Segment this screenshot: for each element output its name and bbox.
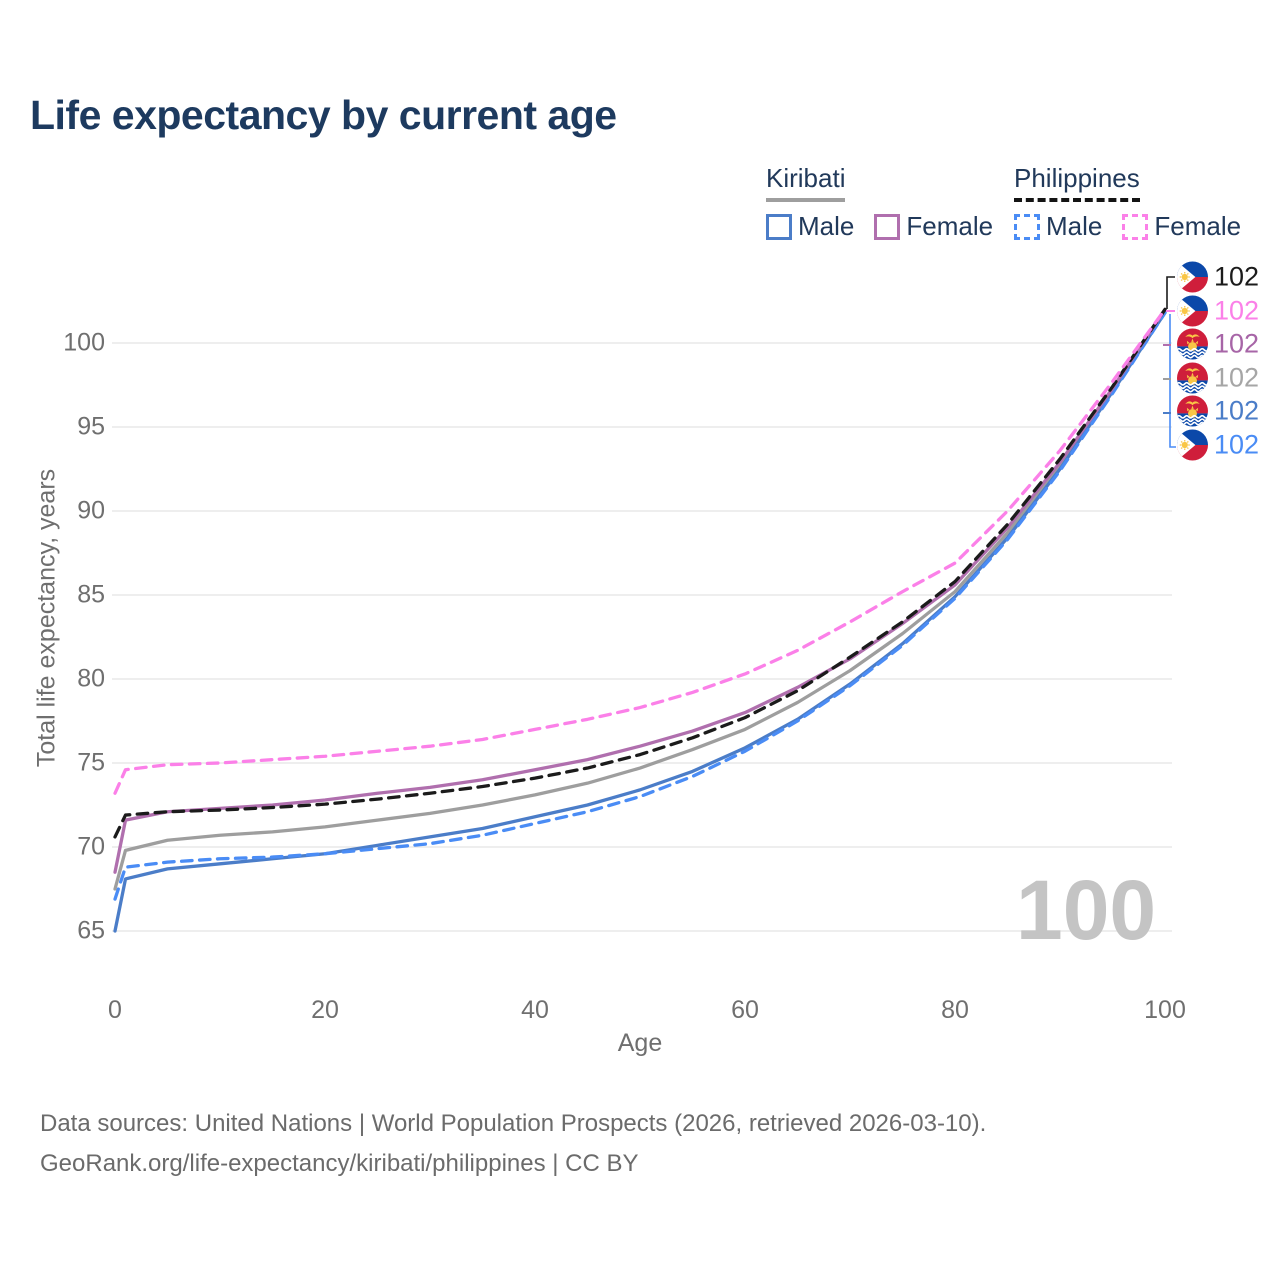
x-tick-label: 0 (108, 996, 122, 1024)
end-value: 102 (1214, 429, 1260, 460)
x-tick-label: 100 (1144, 996, 1186, 1024)
y-axis-title: Total life expectancy, years (32, 468, 61, 768)
y-tick-label: 90 (77, 496, 105, 525)
end-label-philippines-male: 102 (1177, 429, 1260, 461)
end-label-kiribati-female: 102 (1177, 328, 1260, 360)
y-tick-label: 75 (77, 748, 105, 777)
kiribati-female-swatch (874, 213, 901, 240)
end-label-kiribati-male: 102 (1177, 395, 1260, 427)
legend-item-kiribati-female[interactable]: Female (874, 211, 993, 242)
y-tick-label: 65 (77, 916, 105, 945)
series-line-kiribati-female[interactable] (113, 307, 1167, 874)
legend-item-label: Female (906, 211, 994, 241)
y-tick-label: 85 (77, 580, 105, 609)
kiribati-flag-icon (1177, 328, 1208, 360)
age-watermark: 100 (1016, 863, 1157, 957)
legend-group-philippines: Philippines Male Female (1014, 163, 1241, 242)
kiribati-flag-icon (1177, 362, 1208, 394)
end-value: 102 (1214, 395, 1260, 426)
label-leader-line (1169, 314, 1176, 448)
series-line-kiribati-male[interactable] (113, 311, 1167, 933)
philippines-male-swatch (1014, 213, 1040, 240)
legend-item-label: Male (1046, 211, 1103, 241)
data-sources-text: Data sources: United Nations | World Pop… (40, 1110, 987, 1137)
series-line-philippines-total[interactable] (113, 307, 1167, 839)
y-tick-label: 100 (63, 328, 105, 357)
series-line-philippines-female[interactable] (113, 307, 1167, 795)
x-axis-title: Age (617, 1029, 663, 1057)
kiribati-flag-icon (1177, 395, 1208, 427)
end-value: 102 (1214, 362, 1260, 393)
end-value: 102 (1214, 295, 1260, 326)
x-tick-label: 40 (521, 996, 549, 1024)
series-line-kiribati-total[interactable] (113, 309, 1167, 891)
y-tick-label: 95 (77, 412, 105, 441)
legend-item-kiribati-male[interactable]: Male (766, 211, 854, 242)
y-tick-label: 80 (77, 664, 105, 693)
kiribati-male-swatch (766, 213, 792, 240)
philippines-flag-icon (1177, 261, 1208, 293)
x-tick-label: 20 (311, 996, 339, 1024)
x-tick-label: 80 (941, 996, 969, 1024)
end-value: 102 (1214, 328, 1260, 359)
attribution-text: GeoRank.org/life-expectancy/kiribati/phi… (40, 1150, 639, 1177)
legend-item-label: Male (798, 211, 855, 241)
end-label-kiribati-total: 102 (1177, 362, 1260, 394)
end-label-philippines-female: 102 (1177, 295, 1260, 327)
series-line-philippines-male[interactable] (113, 311, 1167, 901)
legend-item-philippines-female[interactable]: Female (1122, 211, 1241, 242)
page-title: Life expectancy by current age (30, 92, 617, 138)
philippines-flag-icon (1177, 295, 1208, 327)
legend-group-kiribati: Kiribati Male Female (766, 163, 993, 242)
legend-header-kiribati: Kiribati (766, 163, 846, 202)
end-label-philippines-total: 102 (1177, 261, 1260, 293)
legend-item-label: Female (1154, 211, 1242, 241)
philippines-flag-icon (1177, 429, 1208, 461)
y-tick-label: 70 (77, 832, 105, 861)
legend-header-philippines: Philippines (1014, 163, 1140, 202)
end-value: 102 (1214, 261, 1260, 292)
x-tick-label: 60 (731, 996, 759, 1024)
philippines-female-swatch (1122, 213, 1149, 240)
legend-item-philippines-male[interactable]: Male (1014, 211, 1102, 242)
label-leader-line (1166, 276, 1175, 309)
